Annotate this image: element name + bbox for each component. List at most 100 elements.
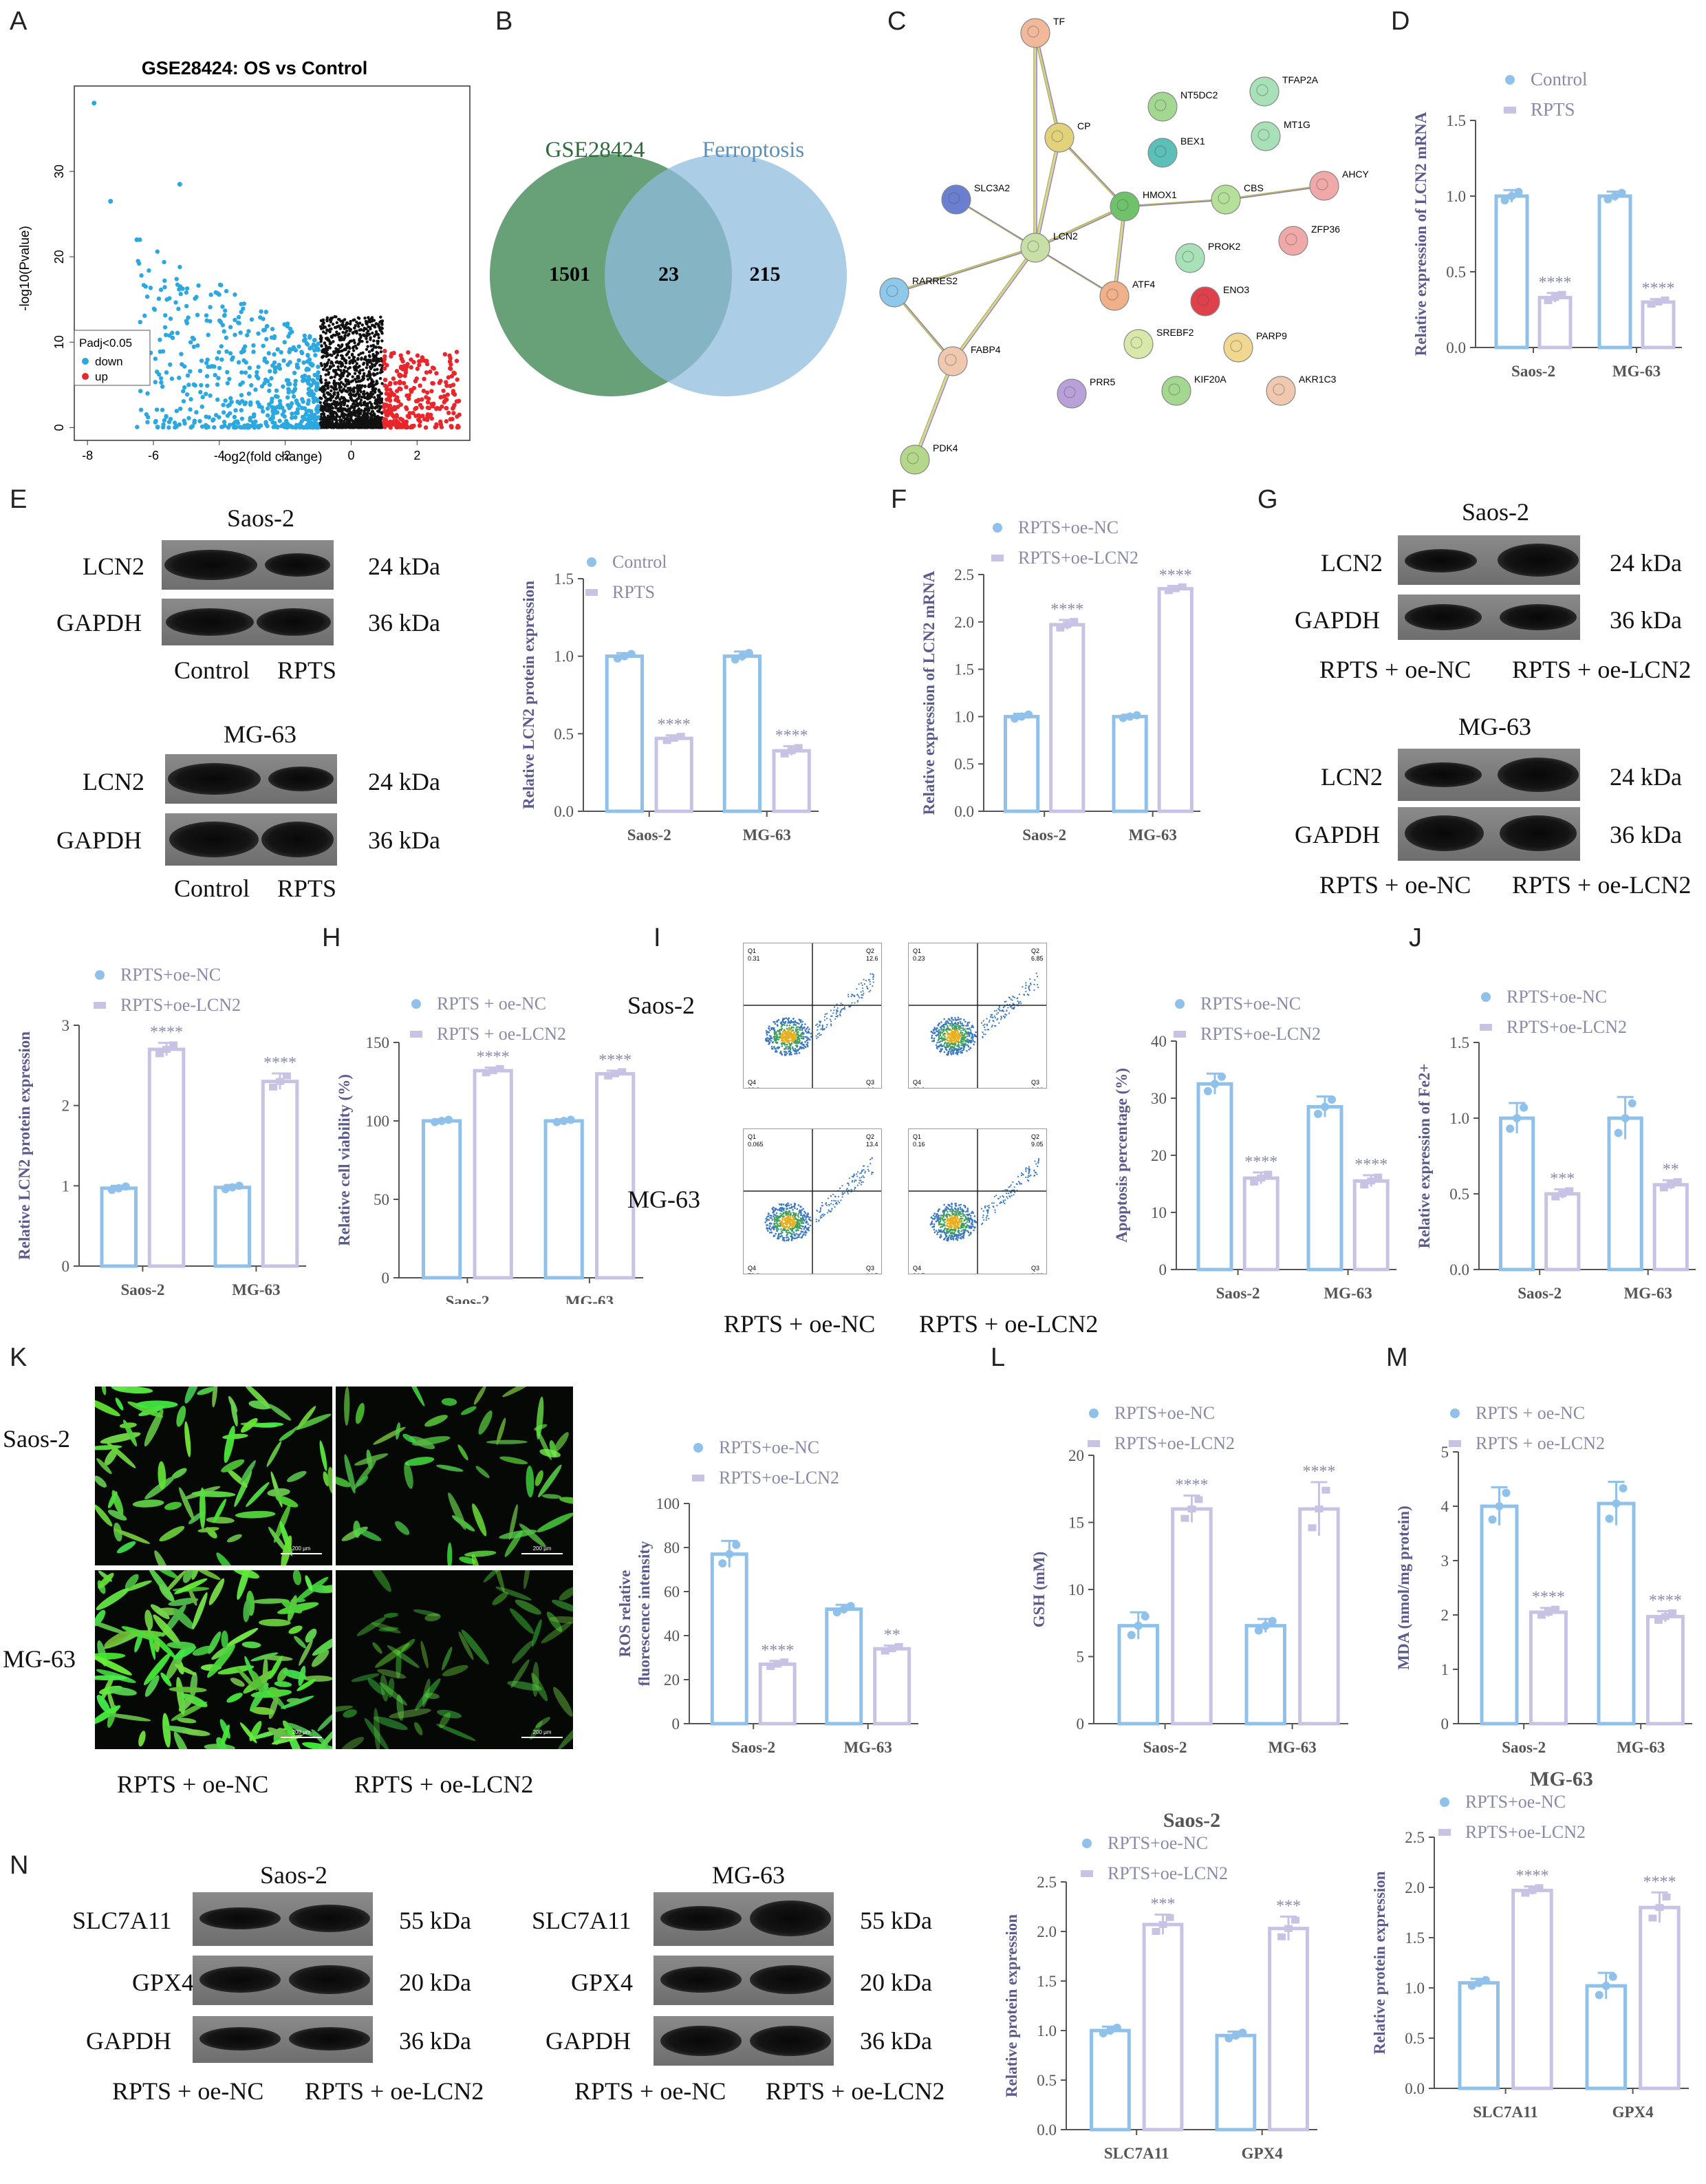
data-point	[1488, 1515, 1497, 1524]
data-point	[1617, 189, 1626, 197]
y-tick-label: 0.0	[1037, 2121, 1057, 2139]
volcano-point-ns	[327, 371, 331, 374]
flow-event	[847, 1192, 849, 1195]
volcano-point-ns	[341, 354, 344, 358]
volcano-point-ns	[378, 407, 382, 411]
volcano-point-down	[199, 383, 204, 387]
flow-event	[817, 1029, 819, 1031]
flow-event	[784, 1044, 786, 1046]
volcano-point-ns	[347, 399, 350, 403]
volcano-point-ns	[366, 408, 370, 412]
volcano-point-ns	[352, 407, 356, 410]
flow-event	[804, 1023, 806, 1025]
flow-event	[775, 1226, 777, 1228]
flow-event	[788, 1051, 790, 1053]
flow-event	[936, 1041, 938, 1044]
flow-event	[854, 1188, 856, 1190]
flow-event	[803, 1232, 806, 1234]
volcano-point-ns	[324, 344, 328, 347]
flow-event	[1000, 1018, 1002, 1020]
x-tick-label: Saos-2	[445, 1293, 489, 1304]
flow-event	[836, 1007, 839, 1009]
flow-event	[778, 1237, 780, 1239]
network-node-label: AKR1C3	[1299, 374, 1337, 385]
volcano-point-ns	[353, 326, 356, 330]
volcano-point-ns	[344, 331, 347, 334]
flow-event	[858, 983, 860, 985]
flow-event	[852, 994, 854, 996]
volcano-point-ns	[326, 386, 330, 390]
flow-event	[867, 1168, 870, 1170]
data-point	[444, 1115, 453, 1124]
flow-event	[777, 1036, 779, 1038]
flow-event	[793, 1031, 795, 1034]
flow-event	[775, 1218, 777, 1221]
volcano-point-ns	[342, 415, 345, 418]
flow-event	[777, 1225, 779, 1227]
volcano-point-down	[281, 384, 285, 389]
volcano-point-ns	[352, 402, 356, 405]
volcano-point-down	[217, 365, 222, 371]
flow-event	[947, 1053, 949, 1056]
panel-letter-k: K	[10, 1343, 28, 1372]
data-point	[1321, 1102, 1329, 1111]
volcano-point-ns	[335, 321, 339, 325]
flow-event	[771, 1219, 774, 1221]
flow-event	[868, 991, 870, 993]
flow-event	[955, 1050, 958, 1052]
band	[1405, 762, 1482, 787]
data-point	[1158, 1920, 1167, 1928]
flow-event	[971, 1025, 973, 1027]
volcano-point-ns	[334, 425, 338, 429]
data-point	[1268, 1616, 1277, 1625]
flow-event	[972, 1040, 974, 1042]
flow-event	[991, 1014, 993, 1016]
data-point	[1513, 1114, 1522, 1122]
blot-e-saos2-kda1: 24 kDa	[368, 553, 440, 580]
volcano-point-ns	[374, 425, 377, 429]
volcano-point-ns	[353, 341, 356, 345]
flow-event	[960, 1027, 962, 1029]
flow-event	[768, 1025, 770, 1027]
legend-swatch	[1481, 992, 1491, 1002]
flow-event	[775, 1221, 778, 1224]
blot-g-saos2-lane1: RPTS + oe-NC	[1319, 656, 1471, 683]
volcano-point-down	[148, 286, 153, 290]
flow-event	[796, 1052, 798, 1055]
flow-event	[790, 1203, 792, 1206]
band	[1500, 604, 1577, 630]
flow-event	[834, 1018, 836, 1020]
flow-event	[986, 1029, 989, 1031]
flow-quad-name: Q1	[748, 1133, 756, 1140]
flow-event	[789, 1021, 792, 1024]
bar	[1142, 1923, 1184, 2132]
band	[169, 822, 259, 857]
volcano-point-down	[233, 332, 237, 337]
flow-event	[815, 1035, 817, 1037]
volcano-point-ns	[339, 376, 343, 380]
volcano-point-ns	[330, 389, 333, 393]
flow-quad-value: 14.5	[866, 1272, 878, 1274]
flow-event	[795, 1044, 798, 1047]
legend-swatch	[693, 1443, 703, 1453]
flow-event	[859, 1179, 861, 1181]
flow-event	[803, 1219, 806, 1222]
legend-label: RPTS+oe-LCN2	[1108, 1863, 1228, 1883]
x-tick-label: Saos-2	[1518, 1285, 1562, 1302]
volcano-point-ns	[334, 381, 338, 385]
flow-event	[862, 994, 864, 996]
volcano-point-ns	[360, 409, 363, 412]
flow-event	[864, 1172, 866, 1174]
y-axis-label: Relative expression of LCN2 mRNA	[920, 570, 938, 815]
blot-g-mg63-lane2: RPTS + oe-LCN2	[1512, 871, 1692, 899]
y-tick-label: 0.0	[1449, 1261, 1469, 1278]
flow-event	[777, 1029, 779, 1032]
volcano-point-ns	[349, 319, 352, 323]
volcano-point-ns	[338, 383, 341, 387]
flow-row-mg63: MG-63	[627, 1186, 700, 1213]
flow-event	[773, 1217, 776, 1219]
flow-event	[960, 1029, 962, 1032]
flow-event	[856, 1173, 858, 1175]
volcano-point-down	[142, 313, 147, 319]
